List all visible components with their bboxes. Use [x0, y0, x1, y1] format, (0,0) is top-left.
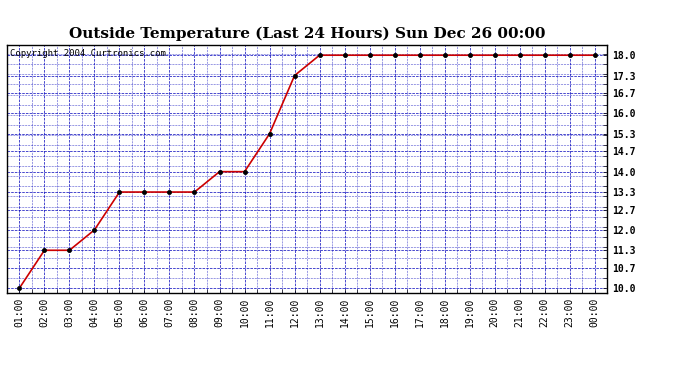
Text: Copyright 2004 Curtronics.com: Copyright 2004 Curtronics.com: [10, 49, 166, 58]
Title: Outside Temperature (Last 24 Hours) Sun Dec 26 00:00: Outside Temperature (Last 24 Hours) Sun …: [69, 27, 545, 41]
